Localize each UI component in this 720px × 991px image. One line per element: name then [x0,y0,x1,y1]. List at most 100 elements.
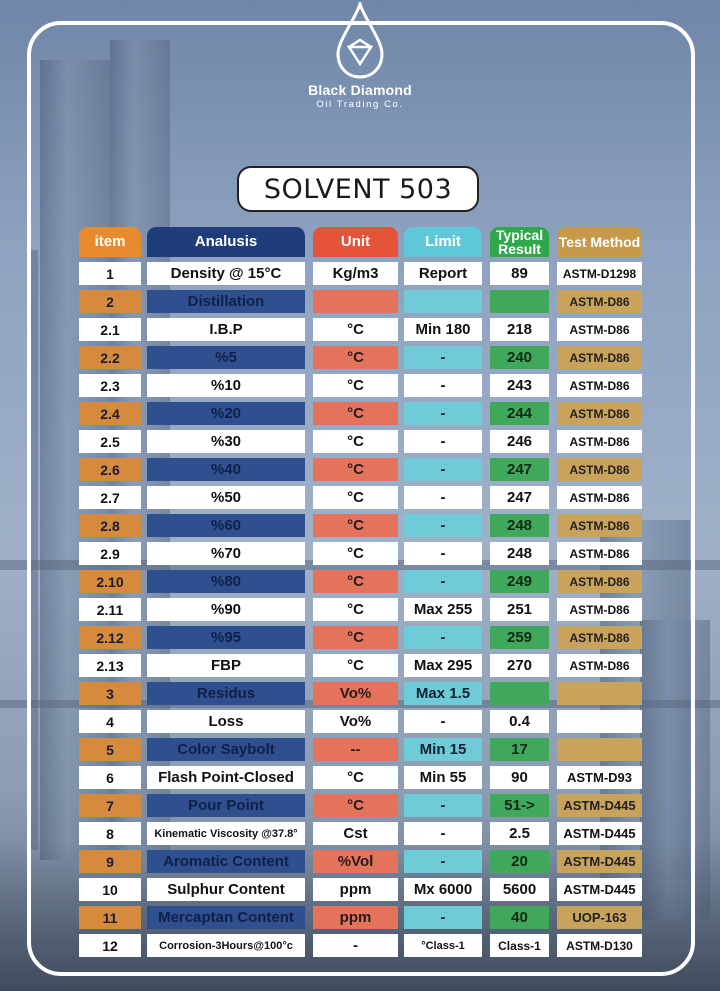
item-cell: 3 [79,682,141,705]
unit-cell: °C [313,626,398,649]
table-row: 2.6 %40 °C - 247 ASTM-D86 [0,458,720,481]
table-row: 2.12 %95 °C - 259 ASTM-D86 [0,626,720,649]
item-cell: 12 [79,934,141,957]
method-cell: UOP-163 [557,906,642,929]
method-cell: ASTM-D86 [557,318,642,341]
result-cell: 2.5 [490,822,549,845]
method-cell: ASTM-D86 [557,654,642,677]
header-limit: Limit [404,227,482,257]
unit-cell: Vo% [313,710,398,733]
table-row: 2.7 %50 °C - 247 ASTM-D86 [0,486,720,509]
limit-cell: - [404,458,482,481]
analysis-cell: Mercaptan Content [147,906,305,929]
item-cell: 9 [79,850,141,873]
limit-cell: - [404,794,482,817]
method-cell: ASTM-D86 [557,514,642,537]
header-method: Test Method [557,227,642,257]
analysis-cell: Corrosion-3Hours@100°c [147,934,305,957]
analysis-cell: Aromatic Content [147,850,305,873]
unit-cell: °C [313,458,398,481]
method-cell: ASTM-D86 [557,346,642,369]
analysis-cell: Residus [147,682,305,705]
method-cell: ASTM-D445 [557,850,642,873]
item-cell: 2.7 [79,486,141,509]
unit-cell: °C [313,318,398,341]
result-cell: 20 [490,850,549,873]
unit-cell: °C [313,486,398,509]
method-cell: ASTM-D86 [557,486,642,509]
item-cell: 1 [79,262,141,285]
table-row: 9 Aromatic Content %Vol - 20 ASTM-D445 [0,850,720,873]
limit-cell: Max 255 [404,598,482,621]
item-cell: 2.12 [79,626,141,649]
method-cell: ASTM-D86 [557,458,642,481]
item-cell: 2.9 [79,542,141,565]
table-row: 2 Distillation ASTM-D86 [0,290,720,313]
method-cell: ASTM-D86 [557,570,642,593]
table-row: 2.4 %20 °C - 244 ASTM-D86 [0,402,720,425]
unit-cell: - [313,934,398,957]
method-cell: ASTM-D86 [557,542,642,565]
result-cell: 247 [490,486,549,509]
table-row: 2.1 I.B.P °C Min 180 218 ASTM-D86 [0,318,720,341]
result-cell: 218 [490,318,549,341]
result-cell: 89 [490,262,549,285]
result-cell: 240 [490,346,549,369]
item-cell: 2.3 [79,374,141,397]
analysis-cell: %50 [147,486,305,509]
unit-cell: ppm [313,906,398,929]
result-cell: 248 [490,514,549,537]
analysis-cell: %60 [147,514,305,537]
item-cell: 2.4 [79,402,141,425]
table-row: 3 Residus Vo% Max 1.5 [0,682,720,705]
unit-cell: °C [313,766,398,789]
method-cell: ASTM-D86 [557,374,642,397]
method-cell [557,738,642,761]
analysis-cell: %10 [147,374,305,397]
item-cell: 2.8 [79,514,141,537]
table-row: 11 Mercaptan Content ppm - 40 UOP-163 [0,906,720,929]
method-cell: ASTM-D86 [557,598,642,621]
limit-cell: - [404,374,482,397]
method-cell [557,710,642,733]
result-cell: 51-> [490,794,549,817]
analysis-cell: %95 [147,626,305,649]
analysis-cell: %90 [147,598,305,621]
result-cell: Class-1 [490,934,549,957]
table-row: 8 Kinematic Viscosity @37.8° Cst - 2.5 A… [0,822,720,845]
limit-cell: - [404,850,482,873]
unit-cell: °C [313,374,398,397]
analysis-cell: %70 [147,542,305,565]
limit-cell: - [404,822,482,845]
unit-cell: °C [313,402,398,425]
analysis-cell: Pour Point [147,794,305,817]
limit-cell: - [404,542,482,565]
item-cell: 10 [79,878,141,901]
analysis-cell: %80 [147,570,305,593]
unit-cell: °C [313,794,398,817]
table-row: 2.13 FBP °C Max 295 270 ASTM-D86 [0,654,720,677]
result-cell: 5600 [490,878,549,901]
result-cell: 247 [490,458,549,481]
item-cell: 11 [79,906,141,929]
unit-cell: %Vol [313,850,398,873]
analysis-cell: Sulphur Content [147,878,305,901]
unit-cell [313,290,398,313]
result-cell: 249 [490,570,549,593]
item-cell: 2.5 [79,430,141,453]
analysis-cell: Density @ 15°C [147,262,305,285]
table-row: 2.2 %5 °C - 240 ASTM-D86 [0,346,720,369]
item-cell: 2.1 [79,318,141,341]
method-cell: ASTM-D1298 [557,262,642,285]
item-cell: 2.11 [79,598,141,621]
analysis-cell: Color Saybolt [147,738,305,761]
table-row: 2.5 %30 °C - 246 ASTM-D86 [0,430,720,453]
result-cell: 270 [490,654,549,677]
analysis-cell: %30 [147,430,305,453]
limit-cell [404,290,482,313]
table-row: 6 Flash Point-Closed °C Min 55 90 ASTM-D… [0,766,720,789]
brand-logo: Black Diamond Oil Trading Co. [300,2,420,110]
method-cell: ASTM-D86 [557,626,642,649]
item-cell: 6 [79,766,141,789]
white-rounded-frame [27,21,695,976]
